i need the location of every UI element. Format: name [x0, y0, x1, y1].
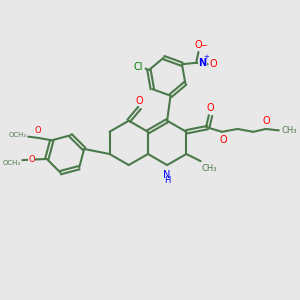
- Text: O: O: [195, 40, 202, 50]
- Text: N: N: [199, 58, 207, 68]
- Text: O: O: [262, 116, 270, 126]
- Text: O: O: [34, 126, 41, 135]
- Text: CH₃: CH₃: [202, 164, 218, 173]
- Text: O: O: [136, 96, 143, 106]
- Text: O: O: [207, 103, 214, 113]
- Text: N: N: [164, 170, 171, 180]
- Text: OCH₃: OCH₃: [9, 132, 27, 138]
- Text: O: O: [28, 155, 35, 164]
- Text: O: O: [220, 135, 227, 145]
- Text: +: +: [203, 53, 209, 59]
- Text: CH₃: CH₃: [282, 126, 297, 135]
- Text: OCH₃: OCH₃: [3, 160, 21, 166]
- Text: O: O: [210, 59, 218, 69]
- Text: Cl: Cl: [134, 62, 143, 72]
- Text: H: H: [164, 176, 170, 185]
- Text: −: −: [200, 41, 207, 50]
